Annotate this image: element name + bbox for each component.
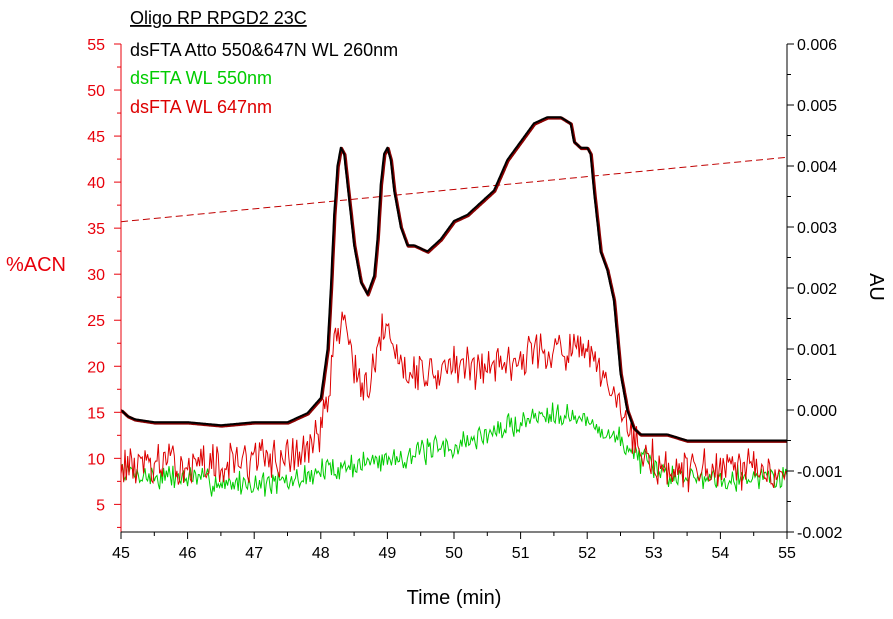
x-tick-label: 51 <box>512 545 530 562</box>
y-left-tick-label: 50 <box>87 83 105 100</box>
y-axis-left-label: %ACN <box>6 254 66 276</box>
chart-title: Oligo RP RPGD2 23C <box>130 8 307 28</box>
series-wl260-shadow <box>121 116 787 443</box>
series-wl550-line <box>121 402 787 497</box>
x-tick-label: 52 <box>578 545 596 562</box>
x-tick-label: 47 <box>245 545 263 562</box>
axes-layer: 45 46 47 48 49 50 51 52 53 54 55510152025303540455… <box>87 37 842 562</box>
y-right-tick-label: 0.005 <box>797 98 837 115</box>
series-gradient-line <box>121 156 787 223</box>
x-tick-label: 45 <box>112 545 130 562</box>
x-tick-label: 49 <box>379 545 397 562</box>
trace-layer <box>121 116 787 497</box>
y-left-tick-label: 35 <box>87 221 105 238</box>
y-left-tick-label: 25 <box>87 313 105 330</box>
y-right-tick-label: 0.006 <box>797 37 837 54</box>
y-right-tick-label: 0.003 <box>797 220 837 237</box>
x-tick-label: 46 <box>179 545 197 562</box>
series-wl647-line <box>121 311 787 493</box>
x-axis-label: Time (min) <box>407 587 502 609</box>
legend-entry-wl647: dsFTA WL 647nm <box>130 97 272 117</box>
y-left-tick-label: 30 <box>87 267 105 284</box>
y-right-tick-label: 0.001 <box>797 342 837 359</box>
y-right-tick-label: 0.002 <box>797 281 837 298</box>
y-left-tick-label: 45 <box>87 129 105 146</box>
y-left-tick-label: 5 <box>96 497 105 514</box>
y-right-tick-label: 0.004 <box>797 159 837 176</box>
x-tick-label: 50 <box>445 545 463 562</box>
y-left-tick-label: 10 <box>87 451 105 468</box>
y-left-tick-label: 15 <box>87 405 105 422</box>
x-tick-label: 54 <box>712 545 730 562</box>
legend-entry-wl260: dsFTA Atto 550&647N WL 260nm <box>130 40 398 60</box>
legend-entry-wl550: dsFTA WL 550nm <box>130 68 272 88</box>
x-tick-label: 55 <box>778 545 796 562</box>
y-left-tick-label: 40 <box>87 175 105 192</box>
y-axis-right-label: AU <box>865 273 887 301</box>
y-left-tick-label: 55 <box>87 37 105 54</box>
x-tick-label: 53 <box>645 545 663 562</box>
series-wl260-line <box>121 116 787 442</box>
y-right-tick-label: -0.002 <box>797 525 842 542</box>
y-right-tick-label: 0.000 <box>797 403 837 420</box>
y-right-tick-label: -0.001 <box>797 464 842 481</box>
x-tick-label: 48 <box>312 545 330 562</box>
y-left-tick-label: 20 <box>87 359 105 376</box>
